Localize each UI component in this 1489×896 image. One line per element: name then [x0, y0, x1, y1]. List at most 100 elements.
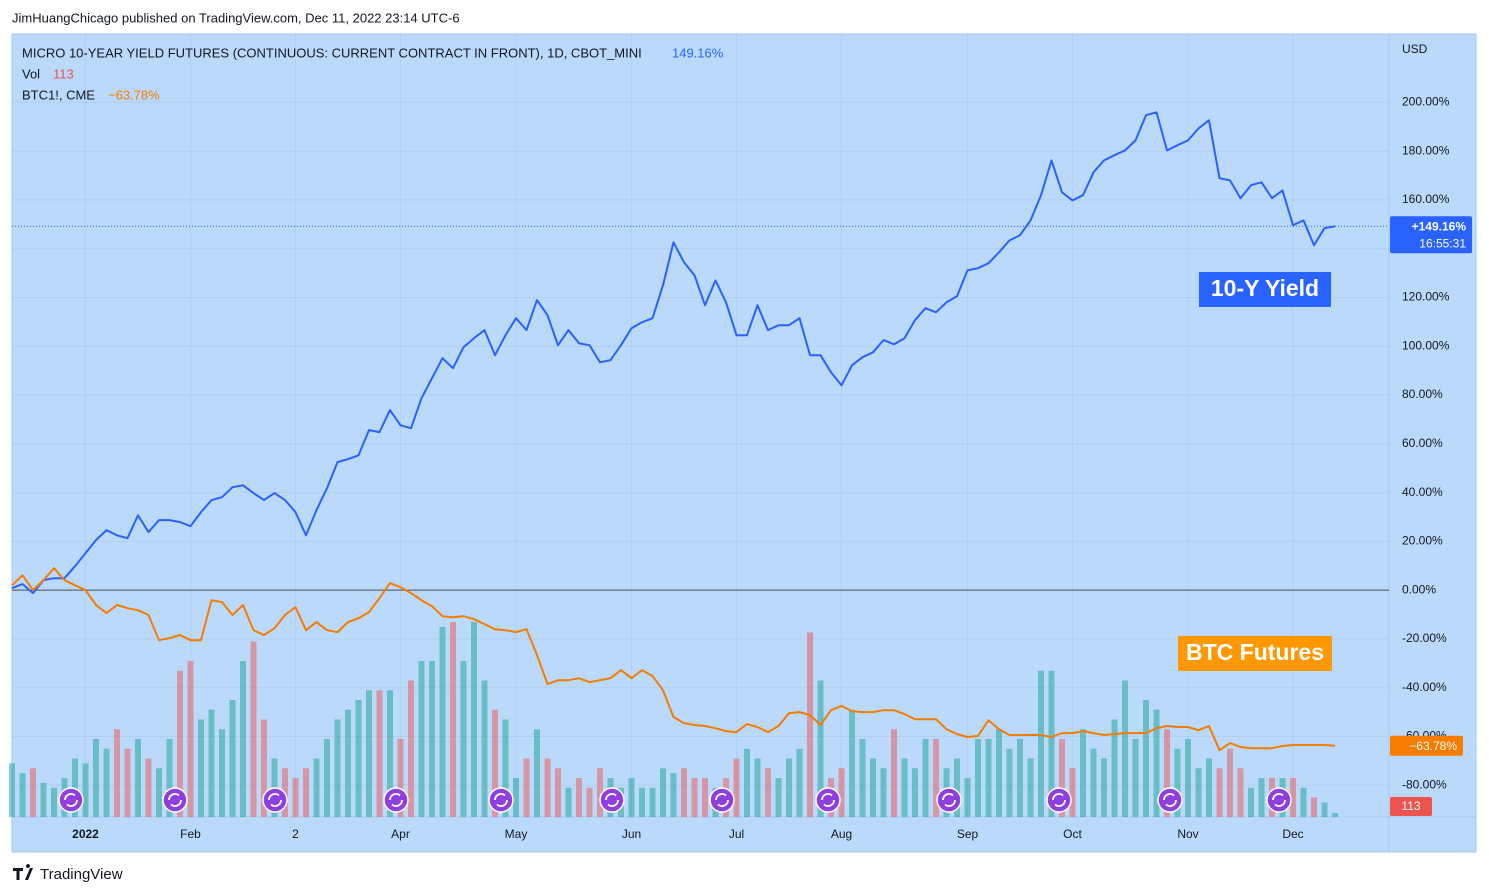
- volume-bar: [817, 680, 824, 817]
- icon-arrows: [168, 793, 182, 807]
- annotation: BTC Futures: [1178, 636, 1332, 671]
- icon-circle: [936, 787, 962, 813]
- icon-circle: [709, 787, 735, 813]
- volume-bar: [933, 739, 939, 817]
- volume-bar: [534, 729, 540, 817]
- annotation-text: 10-Y Yield: [1211, 275, 1319, 301]
- volume-bar: [471, 622, 477, 817]
- y-tick-label: 60.00%: [1402, 436, 1443, 450]
- volume-bar: [891, 729, 897, 817]
- volume-bar: [324, 739, 330, 817]
- lines: [11, 111, 1389, 752]
- volume-bar: [418, 661, 425, 817]
- volume-bar: [544, 758, 551, 817]
- volume-bar: [229, 700, 236, 817]
- volume-bar: [481, 680, 488, 817]
- legend-value: 113: [53, 66, 74, 81]
- x-tick-label: Jun: [622, 827, 641, 841]
- volume-bar: [103, 748, 110, 817]
- volume-bar: [807, 632, 813, 817]
- volume-bar: [1216, 768, 1223, 817]
- volume-bar: [450, 622, 456, 817]
- annotation-text: BTC Futures: [1186, 639, 1324, 665]
- volume-bar: [901, 758, 908, 817]
- event-icon: [383, 787, 409, 813]
- countdown-label: 16:55:31: [1419, 236, 1466, 250]
- event-icon: [162, 787, 188, 813]
- volume-bar: [702, 778, 708, 817]
- grid: [12, 34, 1389, 817]
- icon-arrows: [1052, 793, 1066, 807]
- volume-bar: [1101, 758, 1107, 817]
- icon-circle: [1266, 787, 1292, 813]
- price-tag: [1390, 216, 1472, 254]
- volume-bar: [1038, 670, 1044, 817]
- icon-circle: [1046, 787, 1072, 813]
- event-icon: [1157, 787, 1183, 813]
- volume-bar: [586, 787, 593, 817]
- icon-circle: [262, 787, 288, 813]
- volume-bar: [439, 626, 446, 817]
- legend-name: MICRO 10-YEAR YIELD FUTURES (CONTINUOUS:…: [22, 45, 642, 60]
- volume-bar: [166, 739, 173, 817]
- volume-bar: [1048, 670, 1055, 817]
- volume-bar: [366, 690, 372, 817]
- volume-bar: [1195, 768, 1202, 817]
- volume-bar: [838, 768, 845, 817]
- x-tick-label: Dec: [1282, 827, 1303, 841]
- y-tick-label: 200.00%: [1402, 94, 1450, 108]
- icon-arrows: [1272, 793, 1286, 807]
- icon-circle: [58, 787, 84, 813]
- volume-bar: [208, 709, 215, 817]
- volume-bar: [765, 768, 771, 817]
- volume-bar: [796, 748, 803, 817]
- x-tick-label: Sep: [957, 827, 979, 841]
- volume-bar: [513, 778, 519, 817]
- y-tick-label: 40.00%: [1402, 485, 1443, 499]
- price-tag: [1390, 735, 1463, 756]
- x-tick-label: Aug: [831, 827, 852, 841]
- volume-bar: [1069, 768, 1076, 817]
- volume-bar: [859, 739, 866, 817]
- volume-bar: [1332, 813, 1338, 817]
- volume-bar: [1174, 748, 1181, 817]
- volume-bar: [1258, 778, 1265, 817]
- volume-bar: [261, 719, 267, 817]
- volume-bar: [303, 768, 309, 817]
- event-icon: [936, 787, 962, 813]
- volume-bar: [460, 661, 467, 817]
- volume-tag-label: 113: [1401, 799, 1420, 813]
- icon-arrows: [605, 793, 619, 807]
- volume-bar: [985, 739, 992, 817]
- volume-bar: [114, 729, 120, 817]
- y-tick-label: 180.00%: [1402, 143, 1450, 157]
- volume-bar: [649, 787, 656, 817]
- volume-bar: [1080, 729, 1086, 817]
- volume-bar: [135, 739, 141, 817]
- volume-bar: [1122, 680, 1128, 817]
- event-icon: [262, 787, 288, 813]
- footer-logo: TradingView: [13, 864, 123, 883]
- event-icon: [709, 787, 735, 813]
- icon-circle: [162, 787, 188, 813]
- volume-bar: [156, 768, 162, 817]
- event-icon: [58, 787, 84, 813]
- volume-bar: [576, 778, 582, 817]
- volume-bar: [502, 719, 509, 817]
- line: [11, 567, 1336, 752]
- volume-bar: [219, 729, 225, 817]
- volume-bar: [1006, 748, 1013, 817]
- volume-bar: [177, 670, 183, 817]
- icon-circle: [488, 787, 514, 813]
- volume-bar: [1227, 748, 1233, 817]
- volume-bar: [849, 709, 855, 817]
- y-tick-label: 0.00%: [1402, 582, 1436, 596]
- volume-bar: [387, 690, 393, 817]
- volume-bar: [670, 773, 677, 817]
- x-tick-label: 2: [292, 827, 299, 841]
- volume-bar: [30, 768, 36, 817]
- y-tick-label: -80.00%: [1402, 777, 1447, 791]
- legend-value: −63.78%: [108, 87, 160, 102]
- y-tick-label: 80.00%: [1402, 387, 1443, 401]
